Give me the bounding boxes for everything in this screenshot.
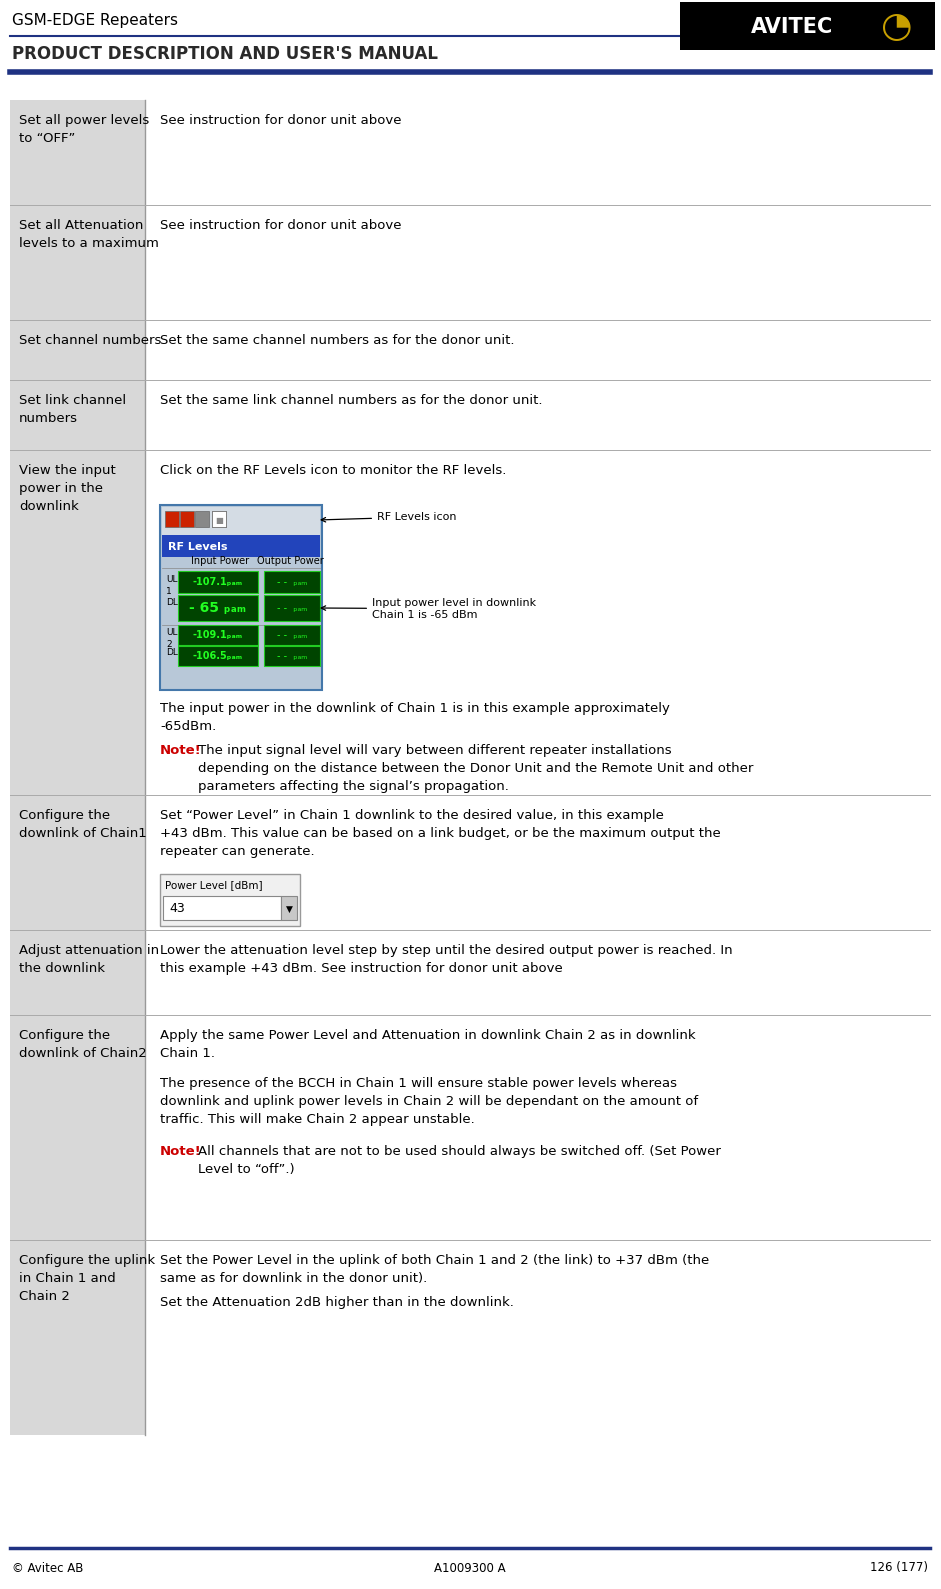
Text: - 65 ₚₐₘ: - 65 ₚₐₘ [189, 601, 247, 615]
Text: Set the same channel numbers as for the donor unit.: Set the same channel numbers as for the … [160, 334, 515, 346]
Text: 43: 43 [169, 903, 184, 915]
Text: - -  ₚₐₘ: - - ₚₐₘ [277, 651, 307, 661]
Text: UL: UL [166, 628, 178, 637]
Bar [264, 647, 320, 666]
Bar [178, 647, 258, 666]
Text: Set the Power Level in the uplink of both Chain 1 and 2 (the link) to +37 dBm (t: Set the Power Level in the uplink of bot… [160, 1254, 710, 1286]
Text: - -  ₚₐₘ: - - ₚₐₘ [277, 577, 307, 586]
Text: Set the Attenuation 2dB higher than in the downlink.: Set the Attenuation 2dB higher than in t… [160, 1297, 514, 1309]
Text: Configure the uplink
in Chain 1 and
Chain 2: Configure the uplink in Chain 1 and Chai… [19, 1254, 155, 1303]
Text: Configure the
downlink of Chain2: Configure the downlink of Chain2 [19, 1030, 147, 1060]
Text: -109.1ₚₐₘ: -109.1ₚₐₘ [193, 629, 243, 640]
Text: Input power level in downlink
Chain 1 is -65 dBm: Input power level in downlink Chain 1 is… [321, 597, 536, 620]
Text: DL: DL [166, 597, 178, 607]
Text: Input Power: Input Power [191, 556, 249, 566]
Bar [160, 874, 300, 926]
Text: Set link channel
numbers: Set link channel numbers [19, 394, 126, 424]
Text: Power Level [dBm]: Power Level [dBm] [165, 880, 263, 890]
Text: Apply the same Power Level and Attenuation in downlink Chain 2 as in downlink
Ch: Apply the same Power Level and Attenuati… [160, 1030, 695, 1060]
Text: A1009300 A: A1009300 A [434, 1562, 506, 1575]
Text: 2: 2 [166, 640, 171, 648]
Text: ▼: ▼ [285, 904, 293, 914]
Text: ◔: ◔ [881, 10, 913, 44]
Text: PRODUCT DESCRIPTION AND USER'S MANUAL: PRODUCT DESCRIPTION AND USER'S MANUAL [12, 44, 438, 64]
Text: 1: 1 [166, 586, 172, 596]
Text: DL: DL [166, 648, 178, 656]
Text: See instruction for donor unit above: See instruction for donor unit above [160, 114, 402, 127]
Text: 126 (177): 126 (177) [870, 1562, 928, 1575]
Text: The presence of the BCCH in Chain 1 will ensure stable power levels whereas
down: The presence of the BCCH in Chain 1 will… [160, 1077, 698, 1127]
Text: All channels that are not to be used should always be switched off. (Set Power
L: All channels that are not to be used sho… [198, 1146, 721, 1176]
Bar [10, 100, 145, 1435]
Bar [160, 505, 322, 690]
Text: Set all power levels
to “OFF”: Set all power levels to “OFF” [19, 114, 150, 145]
Bar [178, 594, 258, 621]
Bar [264, 624, 320, 645]
Text: - -  ₚₐₘ: - - ₚₐₘ [277, 629, 307, 640]
Bar [212, 512, 226, 528]
Bar [180, 512, 194, 528]
Text: RF Levels: RF Levels [168, 542, 228, 551]
Text: Lower the attenuation level step by step until the desired output power is reach: Lower the attenuation level step by step… [160, 944, 733, 976]
Bar [163, 896, 281, 920]
Bar [178, 624, 258, 645]
Bar [195, 512, 209, 528]
Text: UL: UL [166, 575, 178, 585]
Text: Set the same link channel numbers as for the donor unit.: Set the same link channel numbers as for… [160, 394, 543, 407]
Text: Click on the RF Levels icon to monitor the RF levels.: Click on the RF Levels icon to monitor t… [160, 464, 506, 477]
Text: Note!: Note! [160, 744, 201, 756]
Text: RF Levels icon: RF Levels icon [321, 512, 456, 523]
Text: Adjust attenuation in
the downlink: Adjust attenuation in the downlink [19, 944, 159, 976]
Text: AVITEC: AVITEC [751, 17, 834, 37]
Text: Configure the
downlink of Chain1: Configure the downlink of Chain1 [19, 809, 147, 841]
Bar [162, 535, 320, 558]
Text: See instruction for donor unit above: See instruction for donor unit above [160, 219, 402, 232]
Text: GSM-EDGE Repeaters: GSM-EDGE Repeaters [12, 13, 178, 27]
Text: -107.1ₚₐₘ: -107.1ₚₐₘ [193, 577, 243, 586]
Text: Set all Attenuation
levels to a maximum: Set all Attenuation levels to a maximum [19, 219, 159, 249]
Text: Output Power: Output Power [257, 556, 324, 566]
Text: Note!: Note! [160, 1146, 201, 1158]
Text: © Avitec AB: © Avitec AB [12, 1562, 84, 1575]
Bar [264, 594, 320, 621]
Bar [212, 512, 226, 528]
Text: - -  ₚₐₘ: - - ₚₐₘ [277, 602, 307, 613]
Text: The input signal level will vary between different repeater installations
depend: The input signal level will vary between… [198, 744, 754, 793]
Bar [264, 570, 320, 593]
Bar [165, 512, 179, 528]
Text: ■: ■ [215, 515, 223, 524]
Bar [281, 896, 297, 920]
Bar [178, 570, 258, 593]
Text: -106.5ₚₐₘ: -106.5ₚₐₘ [193, 651, 243, 661]
Bar [680, 2, 935, 49]
Text: Set channel numbers: Set channel numbers [19, 334, 161, 346]
Text: The input power in the downlink of Chain 1 is in this example approximately
-65d: The input power in the downlink of Chain… [160, 702, 670, 733]
Bar [162, 507, 320, 535]
Text: Set “Power Level” in Chain 1 downlink to the desired value, in this example
+43 : Set “Power Level” in Chain 1 downlink to… [160, 809, 721, 858]
Text: View the input
power in the
downlink: View the input power in the downlink [19, 464, 116, 513]
